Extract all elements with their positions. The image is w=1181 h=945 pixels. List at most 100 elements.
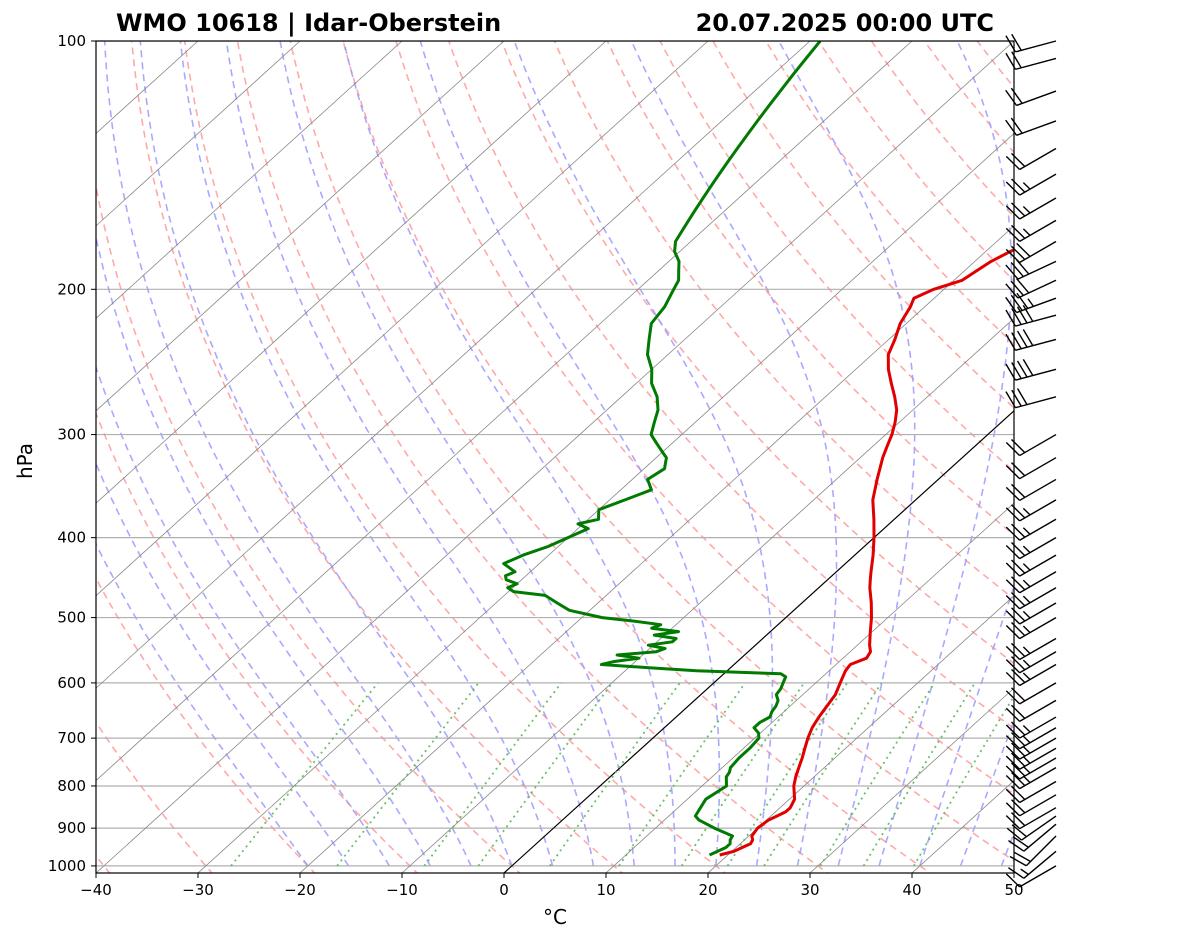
y-tick-label: 700 <box>57 729 86 747</box>
dry-adiabat <box>819 41 1181 883</box>
temperature-line <box>720 41 1181 855</box>
barb-shaft <box>1017 91 1056 105</box>
barb-shaft <box>1020 458 1056 479</box>
y-tick-label: 400 <box>57 529 86 547</box>
barb-half-flag <box>1023 757 1030 764</box>
isotherm <box>0 41 708 883</box>
barb-flag <box>1006 156 1019 169</box>
isotherm <box>0 41 912 883</box>
barb-flag <box>1006 182 1019 195</box>
wind-barb <box>1008 851 1056 878</box>
barb-half-flag <box>1023 183 1030 190</box>
barb-shaft <box>1015 339 1056 350</box>
x-tick-label: −40 <box>80 881 112 899</box>
dry-adiabat <box>449 41 1181 883</box>
wind-barb <box>1006 118 1056 135</box>
barb-half-flag <box>1023 546 1030 553</box>
barb-flag <box>1006 546 1019 559</box>
dry-adiabat <box>713 41 1181 883</box>
barb-shaft <box>1018 261 1056 279</box>
x-tick-label: 0 <box>499 881 509 899</box>
barb-shaft <box>1024 824 1056 851</box>
barb-half-flag <box>1023 229 1030 236</box>
profile-lines <box>504 41 1181 855</box>
y-axis-label: hPa <box>13 443 37 479</box>
barb-half-flag <box>1023 611 1030 618</box>
isotherm <box>0 41 402 883</box>
barb-half-flag <box>1023 580 1030 587</box>
dry-adiabat <box>1136 41 1181 883</box>
y-tick-label: 800 <box>57 777 86 795</box>
barb-shaft <box>1020 781 1056 802</box>
barb-shaft <box>1026 836 1056 866</box>
barb-half-flag <box>1021 869 1029 874</box>
barb-flag <box>1006 691 1019 704</box>
dry-adiabat <box>766 41 1181 883</box>
barb-flag <box>1006 466 1019 479</box>
moist-adiabat <box>344 41 675 866</box>
barb-shaft <box>1020 479 1056 500</box>
moist-adiabat <box>961 41 1181 866</box>
barb-half-flag <box>1023 564 1030 571</box>
chart-title-station: WMO 10618 | Idar-Oberstein <box>116 9 501 37</box>
barb-shaft <box>1015 41 1056 52</box>
barb-flag <box>1006 708 1019 721</box>
barb-shaft <box>1015 397 1056 408</box>
barb-half-flag <box>1023 747 1030 754</box>
mixing-ratio-line <box>820 683 934 866</box>
y-tick-label: 1000 <box>48 857 86 875</box>
mixing-ratio-line <box>914 683 1022 866</box>
x-tick-label: −20 <box>284 881 316 899</box>
x-tick-label: 10 <box>596 881 615 899</box>
isotherm <box>595 41 1181 883</box>
isotherm <box>0 41 300 883</box>
background-grid <box>0 41 1181 883</box>
y-tick-label: 500 <box>57 609 86 627</box>
barb-flag <box>1006 527 1019 540</box>
isotherm <box>391 41 1181 883</box>
moist-adiabat <box>920 41 1133 866</box>
barb-shaft <box>1020 435 1056 456</box>
y-tick-label: 100 <box>57 32 86 50</box>
dry-adiabat <box>0 41 325 883</box>
barb-shaft <box>1020 795 1056 816</box>
wind-barb <box>1006 279 1056 298</box>
barb-shaft <box>1015 315 1056 326</box>
moist-adiabat <box>0 41 308 866</box>
x-tick-label: −10 <box>386 881 418 899</box>
barb-shaft <box>1020 808 1056 829</box>
mixing-ratio-line <box>424 683 561 866</box>
y-tick-label: 200 <box>57 280 86 298</box>
y-tick-label: 300 <box>57 426 86 444</box>
barb-shaft <box>1020 683 1056 704</box>
barb-half-flag <box>1023 726 1030 733</box>
x-tick-label: 40 <box>902 881 921 899</box>
barb-shaft <box>1020 700 1056 721</box>
barb-half-flag <box>1023 736 1030 743</box>
barb-flag <box>1006 563 1019 576</box>
chart-title-datetime: 20.07.2025 00:00 UTC <box>696 9 994 37</box>
y-tick-label: 600 <box>57 674 86 692</box>
moist-adiabat <box>879 41 1011 866</box>
dry-adiabat <box>238 41 842 883</box>
dry-adiabat <box>502 41 1181 883</box>
barb-half-flag <box>1023 508 1030 515</box>
barb-half-flag <box>1023 596 1030 603</box>
x-axis-label: °C <box>543 905 567 929</box>
barb-flag <box>1006 508 1019 521</box>
barb-shaft <box>1015 369 1056 380</box>
dry-adiabat <box>343 41 1049 883</box>
dry-adiabat <box>396 41 1152 883</box>
barb-shaft <box>1015 58 1056 69</box>
barb-flag <box>1006 487 1019 500</box>
barb-flag <box>1006 228 1019 241</box>
barb-half-flag <box>1023 660 1030 667</box>
dry-adiabat <box>1030 41 1181 883</box>
x-tick-label: 50 <box>1004 881 1023 899</box>
moist-adiabat <box>105 41 471 866</box>
barb-half-flag <box>1023 673 1030 680</box>
wind-barb <box>1010 836 1056 866</box>
